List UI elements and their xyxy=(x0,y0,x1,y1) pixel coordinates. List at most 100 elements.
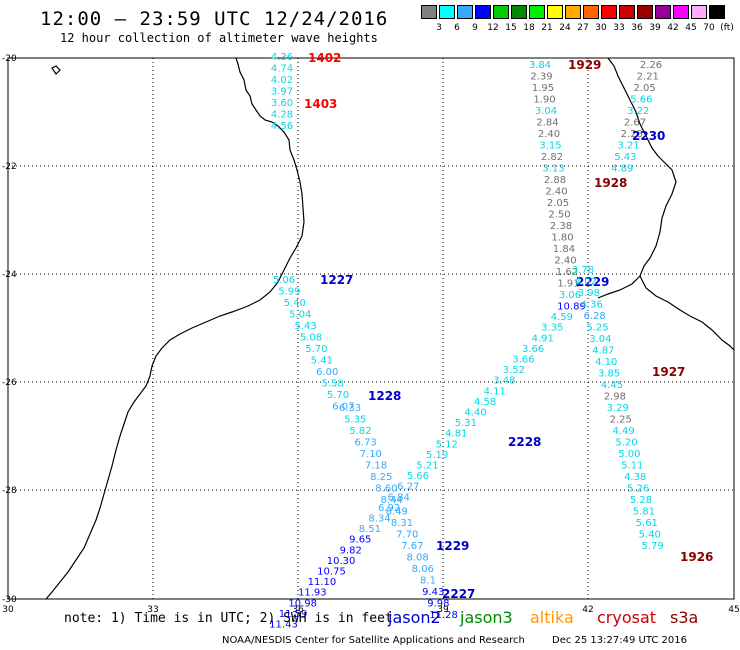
track-time-label: 1403 xyxy=(304,97,337,111)
swh-value: 7.18 xyxy=(365,461,387,472)
swh-value: 3.98 xyxy=(578,288,600,299)
african-coastline xyxy=(45,57,305,600)
color-scale-label: 36 xyxy=(631,23,643,33)
generation-timestamp: Dec 25 13:27:49 UTC 2016 xyxy=(552,635,687,646)
swh-value: 2.50 xyxy=(548,210,570,221)
color-scale-label: 9 xyxy=(472,23,478,33)
color-scale-swatch xyxy=(583,5,599,19)
satellite-legend-altika: altika xyxy=(530,608,574,627)
swh-value: 8.44 xyxy=(380,495,402,506)
madagascar-coast-south xyxy=(597,275,641,299)
color-scale-label: 15 xyxy=(505,23,517,33)
swh-value: 3.48 xyxy=(493,376,515,387)
swh-value: 5.20 xyxy=(615,438,637,449)
color-scale-label: 6 xyxy=(454,23,460,33)
swh-value: 4.38 xyxy=(624,472,646,483)
swh-value: 3.97 xyxy=(271,87,293,98)
color-scale-label: 12 xyxy=(487,23,499,33)
color-scale-swatch xyxy=(565,5,581,19)
swh-value: 4.91 xyxy=(532,333,554,344)
swh-value: 8.51 xyxy=(359,524,381,535)
swh-value: 1.84 xyxy=(553,244,575,255)
swh-value: 3.84 xyxy=(529,60,551,71)
track-1928: 1928 xyxy=(594,176,627,190)
swh-value: 1.90 xyxy=(533,95,555,106)
axis-labels: 30 33 36 39 42 45 -20 -22 -24 -26 -28 -30 xyxy=(2,54,740,615)
swh-value: 10.75 xyxy=(317,567,346,578)
swh-value: 1.80 xyxy=(551,233,573,244)
swh-value: 6.28 xyxy=(583,311,605,322)
swh-value: 5.61 xyxy=(636,518,658,529)
swh-value: 2.82 xyxy=(541,152,563,163)
color-scale-label: 70 xyxy=(703,23,715,33)
map-title: 12:00 — 23:59 UTC 12/24/2016 xyxy=(40,8,389,30)
track-time-label: 1927 xyxy=(652,365,685,379)
swh-value: 2.67 xyxy=(624,118,646,129)
track-time-label: 1926 xyxy=(680,550,713,564)
swh-value: 4.89 xyxy=(611,164,633,175)
swh-value: 6.00 xyxy=(316,367,338,378)
longitude-tick-label: 39 xyxy=(437,605,449,615)
coastline xyxy=(45,57,735,600)
color-scale-swatch xyxy=(529,5,545,19)
swh-value: 6.84 xyxy=(388,492,410,503)
swh-value: 4.59 xyxy=(551,312,573,323)
track-1926: 1926 xyxy=(680,550,713,564)
satellite-legend-jason3: jason3 xyxy=(460,608,513,627)
swh-value: 6.73 xyxy=(354,438,376,449)
swh-value: 5.04 xyxy=(289,310,311,321)
track-time-label: 1929 xyxy=(568,58,601,72)
swh-value: 7.10 xyxy=(360,449,382,460)
swh-value: 5.25 xyxy=(586,323,608,334)
swh-value: 6.27 xyxy=(397,482,419,493)
swh-value: 3.13 xyxy=(542,164,564,175)
swh-value: 11.93 xyxy=(298,588,327,599)
swh-value: 5.06 xyxy=(273,275,295,286)
color-scale-swatch xyxy=(637,5,653,19)
track-time-label: 1229 xyxy=(436,539,469,553)
swh-value: 5.21 xyxy=(416,461,438,472)
swh-value: 3.85 xyxy=(598,369,620,380)
latitude-tick-label: -24 xyxy=(2,270,17,280)
color-scale-swatch xyxy=(457,5,473,19)
track-1402: 4.364.744.023.973.604.284.56 1402 xyxy=(271,51,342,132)
swh-value: 5.40 xyxy=(639,530,661,541)
swh-value: 5.19 xyxy=(426,450,448,461)
color-scale-swatch xyxy=(421,5,437,19)
color-scale-label: 42 xyxy=(667,23,679,33)
swh-value: 3.04 xyxy=(535,106,557,117)
swh-value: 5.43 xyxy=(614,152,636,163)
swh-value: 4.02 xyxy=(271,75,293,86)
track-1927: 3.784.023.984.366.285.253.044.874.103.85… xyxy=(572,265,686,552)
swh-value: 5.70 xyxy=(305,344,327,355)
track-2228: 2228 xyxy=(508,435,541,449)
madagascar-coastline xyxy=(607,57,735,351)
color-scale-label: 21 xyxy=(541,23,553,33)
swh-value: 11.43 xyxy=(269,620,298,631)
color-scale-label: 39 xyxy=(649,23,661,33)
footer-notes: note: 1) Time is in UTC; 2) SWH is in fe… xyxy=(64,611,393,626)
color-scale-swatch xyxy=(475,5,491,19)
swh-value: 2.25 xyxy=(610,415,632,426)
swh-value: 10.89 xyxy=(557,302,586,313)
swh-value: 3.06 xyxy=(559,290,581,301)
swh-value: 8.25 xyxy=(370,472,392,483)
swh-value: 3.52 xyxy=(503,365,525,376)
longitude-tick-label: 33 xyxy=(147,605,158,615)
track-time-label: 1402 xyxy=(308,51,341,65)
swh-value: 5.66 xyxy=(630,95,652,106)
latitude-tick-label: -28 xyxy=(2,486,17,496)
swh-value: 2.39 xyxy=(530,72,552,83)
swh-value: 5.08 xyxy=(300,333,322,344)
swh-value: 3.04 xyxy=(589,334,611,345)
color-scale-swatch xyxy=(655,5,671,19)
swh-value: 1.91 xyxy=(557,279,579,290)
latitude-tick-label: -30 xyxy=(2,595,17,605)
swh-value: 8.06 xyxy=(412,564,434,575)
track-1228: 6.335.355.826.737.107.188.258.608.448.49… xyxy=(339,389,458,621)
track-1403: 1403 xyxy=(304,97,337,111)
track-time-label: 2229 xyxy=(576,275,609,289)
swh-value: 5.31 xyxy=(455,418,477,429)
swh-value: 9.82 xyxy=(340,545,362,556)
